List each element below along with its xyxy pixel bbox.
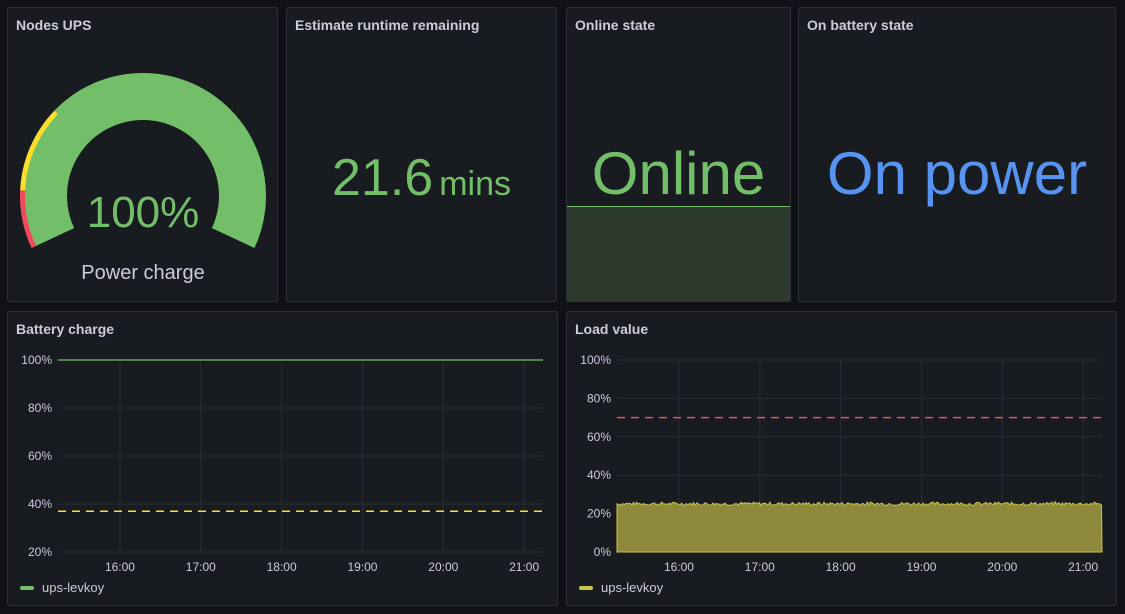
chart-legend[interactable]: ups-levkoy [579,580,663,595]
y-tick-label: 40% [28,497,52,511]
runtime-stat: 21.6 mins [287,148,556,208]
power-charge-gauge [20,73,266,248]
x-tick-label: 21:00 [1068,560,1098,574]
gauge-threshold-yellow [20,110,59,191]
x-tick-label: 18:00 [267,560,297,574]
load-value-panel[interactable]: Load value 100% 80% 60% 40% 20% 0% 16:00 17:00 1… [566,311,1117,606]
gauge-threshold-green [54,73,266,248]
runtime-value: 21.6 [331,149,434,207]
y-tick-label: 60% [28,449,52,463]
y-tick-label: 80% [587,391,611,405]
runtime-panel[interactable]: Estimate runtime remaining 21.6 mins [286,7,557,302]
legend-label: ups-levkoy [42,580,105,595]
y-tick-label: 80% [28,401,52,415]
y-tick-label: 100% [580,353,611,367]
legend-swatch [20,585,34,590]
y-tick-label: 40% [587,468,611,482]
legend-label: ups-levkoy [601,580,664,595]
x-tick-label: 20:00 [428,560,458,574]
panel-title: Nodes UPS [16,17,92,33]
battery-state-panel[interactable]: On battery state On power [798,7,1116,302]
y-tick-label: 60% [587,430,611,444]
gauge-value: 100% [86,188,200,237]
legend-swatch [579,585,593,590]
x-tick-label: 19:00 [906,560,936,574]
y-tick-label: 0% [594,545,612,559]
gauge-value-arc [25,78,261,246]
x-tick-label: 20:00 [987,560,1017,574]
series-area-ups-levkoy [616,500,1103,553]
gauge-threshold-red [20,190,37,248]
online-sparkline-fill [567,206,790,301]
battery-charge-panel[interactable]: Battery charge 100% 80% 60% 40% 20% 16:00 17:0… [7,311,558,606]
battery-state-value: On power [826,140,1088,207]
panel-title: Battery charge [16,321,115,337]
online-state-value: Online [591,140,766,207]
panel-title: Online state [575,17,656,33]
x-tick-label: 17:00 [186,560,216,574]
gauge-label: Power charge [81,262,205,284]
x-tick-label: 16:00 [105,560,135,574]
nodes-ups-panel[interactable]: Nodes UPS 100% Power charge [7,7,278,302]
runtime-unit: mins [439,165,511,203]
online-state-panel[interactable]: Online state Online [566,7,791,302]
x-tick-label: 17:00 [745,560,775,574]
y-tick-label: 20% [28,545,52,559]
x-tick-label: 19:00 [347,560,377,574]
y-tick-label: 100% [21,353,52,367]
panel-title: On battery state [807,17,914,33]
x-tick-label: 21:00 [509,560,539,574]
x-tick-label: 16:00 [664,560,694,574]
y-tick-label: 20% [587,507,611,521]
chart-legend[interactable]: ups-levkoy [20,580,104,595]
x-tick-label: 18:00 [826,560,856,574]
panel-title: Estimate runtime remaining [295,17,480,33]
load-value-chart: 100% 80% 60% 40% 20% 0% 16:00 17:00 18:00 19:00 20… [580,353,1103,574]
panel-title: Load value [575,321,649,337]
battery-charge-chart: 100% 80% 60% 40% 20% 16:00 17:00 18:00 19:00 20:0… [21,353,543,574]
